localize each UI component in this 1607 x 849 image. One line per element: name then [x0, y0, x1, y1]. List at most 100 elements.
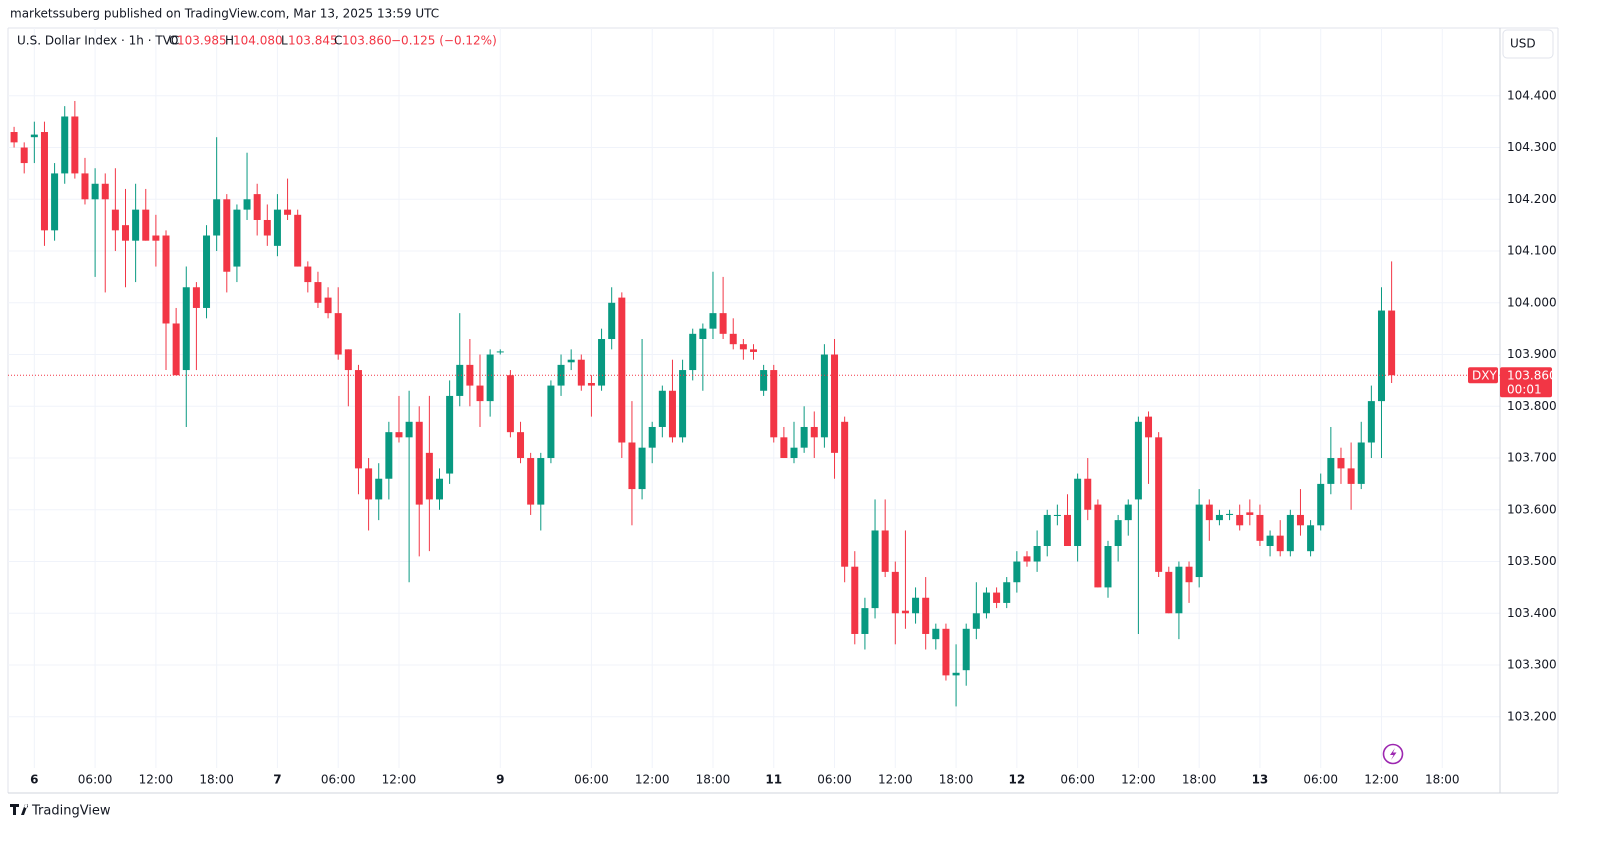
y-tick-label: 103.700	[1507, 451, 1557, 465]
candle-body	[395, 432, 403, 438]
legend-c: C	[334, 34, 342, 48]
y-tick-label: 103.300	[1507, 658, 1557, 672]
candle-body	[425, 452, 433, 500]
legend-close: 103.860	[342, 34, 392, 48]
symbol-title: U.S. Dollar Index · 1h · TVC	[17, 34, 179, 48]
currency-button[interactable]	[1502, 29, 1554, 59]
currency[interactable]: USD	[1510, 37, 1536, 51]
candle-body	[1074, 478, 1082, 546]
y-tick-label: 104.200	[1507, 192, 1557, 206]
symbol-tag-text: DXY	[1472, 369, 1497, 383]
x-tick-label: 12	[1008, 773, 1025, 787]
candle-body	[527, 458, 535, 505]
candle-body	[273, 209, 281, 246]
candle-body	[810, 426, 818, 438]
candle-body	[1317, 483, 1325, 526]
brand: TradingView	[10, 804, 111, 819]
candle-body	[446, 395, 454, 474]
candle-body	[1377, 310, 1385, 402]
candle-body	[132, 209, 140, 241]
x-tick-label: 06:00	[1060, 773, 1095, 787]
x-tick-label: 06:00	[321, 773, 356, 787]
candle-body	[101, 183, 109, 200]
candle-body	[213, 199, 221, 236]
candle-body	[972, 613, 980, 629]
x-tick-label: 18:00	[1182, 773, 1217, 787]
candle-body	[668, 390, 676, 438]
candle-body	[648, 426, 656, 448]
candle-body	[1226, 513, 1234, 515]
candle-body	[1114, 520, 1122, 546]
y-tick-label: 103.800	[1507, 399, 1557, 413]
candle-body	[1286, 514, 1294, 552]
candle-body	[932, 628, 940, 640]
candle-body	[1236, 514, 1244, 526]
candle-body	[61, 116, 69, 174]
candle-body	[942, 628, 950, 676]
y-tick-label: 104.300	[1507, 140, 1557, 154]
candle-body	[831, 354, 839, 453]
candle-body	[557, 364, 565, 386]
lightning-icon[interactable]	[1382, 743, 1404, 765]
candle-body	[162, 235, 170, 324]
icon-ring	[1382, 743, 1404, 765]
x-tick-label: 06:00	[1303, 773, 1338, 787]
candle-body	[841, 421, 849, 567]
candle-body	[121, 225, 129, 241]
legend-o: O	[169, 34, 178, 48]
candle-body	[1246, 512, 1254, 515]
candle-body	[861, 608, 869, 634]
y-tick-label: 103.200	[1507, 709, 1557, 723]
candle-body	[1347, 468, 1355, 484]
candle-body	[1367, 401, 1375, 443]
candle-body	[284, 209, 292, 215]
candle-body	[749, 349, 757, 352]
candle-body	[20, 147, 28, 164]
x-tick-label: 12:00	[139, 773, 174, 787]
x-tick-label: 06:00	[78, 773, 113, 787]
legend-change: −0.125 (−0.12%)	[391, 34, 497, 48]
candle-body	[71, 116, 79, 174]
candle-body	[1185, 566, 1193, 583]
candle-body	[385, 432, 393, 479]
candle-body	[1256, 514, 1264, 541]
candle-body	[709, 313, 717, 329]
legend-h: H	[225, 34, 234, 48]
y-tick-label: 103.400	[1507, 606, 1557, 620]
candle-body	[81, 173, 89, 200]
candle-body	[689, 333, 697, 371]
candle-body	[466, 364, 474, 386]
candle-body	[881, 530, 889, 572]
candle-body	[1296, 514, 1304, 526]
x-tick-label: 06:00	[817, 773, 852, 787]
candle-body	[1388, 310, 1396, 376]
candle-body	[1307, 525, 1315, 552]
publisher: marketssuberg published on TradingView.c…	[10, 7, 439, 21]
candle-body	[922, 597, 930, 634]
candle-body	[577, 359, 585, 386]
candle-body	[182, 287, 190, 371]
candle-body	[223, 199, 231, 272]
candle-body	[1276, 535, 1284, 552]
candle-body	[1337, 458, 1345, 469]
x-tick-label: 12:00	[1364, 773, 1399, 787]
y-tick-label: 104.400	[1507, 88, 1557, 102]
candle-body	[729, 333, 737, 345]
x-tick-label: 18:00	[199, 773, 234, 787]
x-tick-label: 12:00	[1121, 773, 1156, 787]
candle-body	[324, 297, 332, 314]
candle-body	[40, 132, 48, 231]
candle-body	[253, 194, 261, 220]
x-tick-label: 11	[765, 773, 782, 787]
candle-body	[142, 209, 150, 241]
candle-body	[1205, 504, 1213, 521]
candle-body	[638, 447, 646, 490]
candle-body	[1003, 582, 1011, 603]
candle-body	[1124, 504, 1132, 521]
candle-body	[952, 672, 960, 676]
candle-body	[1266, 535, 1274, 546]
y-tick-label: 103.500	[1507, 554, 1557, 568]
candles	[8, 100, 1500, 707]
